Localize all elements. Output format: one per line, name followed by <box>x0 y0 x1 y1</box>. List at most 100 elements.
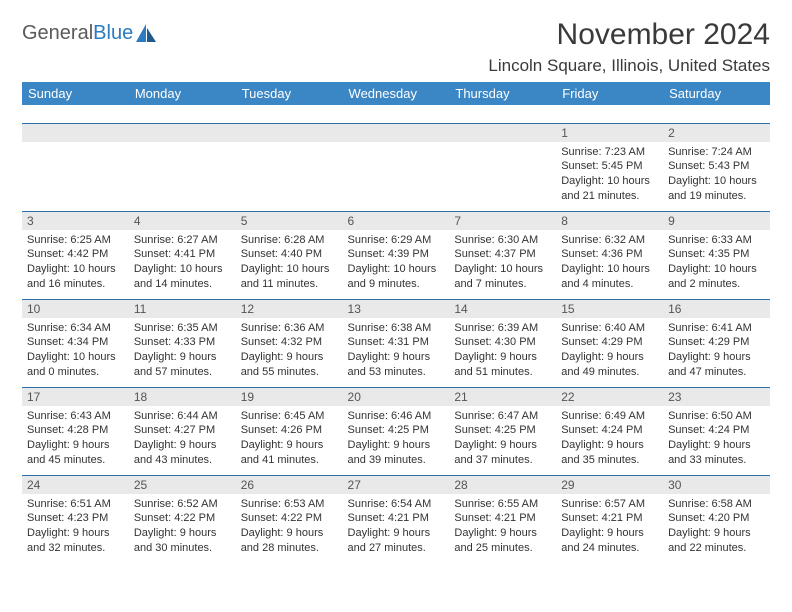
calendar-day-cell: 10Sunrise: 6:34 AMSunset: 4:34 PMDayligh… <box>22 299 129 387</box>
day-number: 24 <box>22 476 129 494</box>
day-number: 30 <box>663 476 770 494</box>
sunrise-text: Sunrise: 6:47 AM <box>454 409 551 424</box>
daylight-text: Daylight: 10 hours and 9 minutes. <box>348 262 445 292</box>
day-text: Sunrise: 6:32 AMSunset: 4:36 PMDaylight:… <box>556 230 663 296</box>
calendar-day-cell: 15Sunrise: 6:40 AMSunset: 4:29 PMDayligh… <box>556 299 663 387</box>
day-number-empty <box>449 124 556 142</box>
day-number: 10 <box>22 300 129 318</box>
day-text: Sunrise: 6:41 AMSunset: 4:29 PMDaylight:… <box>663 318 770 384</box>
calendar-day-cell: 6Sunrise: 6:29 AMSunset: 4:39 PMDaylight… <box>343 211 450 299</box>
day-text: Sunrise: 7:23 AMSunset: 5:45 PMDaylight:… <box>556 142 663 208</box>
day-text: Sunrise: 6:55 AMSunset: 4:21 PMDaylight:… <box>449 494 556 560</box>
day-number: 20 <box>343 388 450 406</box>
daylight-text: Daylight: 9 hours and 37 minutes. <box>454 438 551 468</box>
sunrise-text: Sunrise: 6:27 AM <box>134 233 231 248</box>
day-number-empty <box>236 124 343 142</box>
daylight-text: Daylight: 9 hours and 24 minutes. <box>561 526 658 556</box>
day-text: Sunrise: 6:47 AMSunset: 4:25 PMDaylight:… <box>449 406 556 472</box>
sunrise-text: Sunrise: 6:32 AM <box>561 233 658 248</box>
logo-text-1: General <box>22 22 93 45</box>
day-number: 15 <box>556 300 663 318</box>
sunrise-text: Sunrise: 7:23 AM <box>561 145 658 160</box>
sunset-text: Sunset: 4:26 PM <box>241 423 338 438</box>
day-text: Sunrise: 6:45 AMSunset: 4:26 PMDaylight:… <box>236 406 343 472</box>
daylight-text: Daylight: 9 hours and 57 minutes. <box>134 350 231 380</box>
daylight-text: Daylight: 10 hours and 7 minutes. <box>454 262 551 292</box>
daylight-text: Daylight: 9 hours and 39 minutes. <box>348 438 445 468</box>
calendar-day-cell: 3Sunrise: 6:25 AMSunset: 4:42 PMDaylight… <box>22 211 129 299</box>
daylight-text: Daylight: 9 hours and 53 minutes. <box>348 350 445 380</box>
logo-sail-icon <box>136 24 158 44</box>
daylight-text: Daylight: 9 hours and 49 minutes. <box>561 350 658 380</box>
sunrise-text: Sunrise: 6:25 AM <box>27 233 124 248</box>
sunset-text: Sunset: 4:36 PM <box>561 247 658 262</box>
day-number: 28 <box>449 476 556 494</box>
daylight-text: Daylight: 9 hours and 30 minutes. <box>134 526 231 556</box>
weekday-head: Friday <box>556 82 663 105</box>
sunset-text: Sunset: 4:28 PM <box>27 423 124 438</box>
sunset-text: Sunset: 4:39 PM <box>348 247 445 262</box>
sunset-text: Sunset: 4:21 PM <box>348 511 445 526</box>
sunrise-text: Sunrise: 6:35 AM <box>134 321 231 336</box>
calendar-day-cell: 21Sunrise: 6:47 AMSunset: 4:25 PMDayligh… <box>449 387 556 475</box>
daylight-text: Daylight: 9 hours and 55 minutes. <box>241 350 338 380</box>
daylight-text: Daylight: 10 hours and 2 minutes. <box>668 262 765 292</box>
sunrise-text: Sunrise: 6:58 AM <box>668 497 765 512</box>
day-text: Sunrise: 6:33 AMSunset: 4:35 PMDaylight:… <box>663 230 770 296</box>
calendar-day-cell <box>343 123 450 211</box>
day-text: Sunrise: 6:57 AMSunset: 4:21 PMDaylight:… <box>556 494 663 560</box>
logo-text-2: Blue <box>93 22 133 45</box>
day-text: Sunrise: 6:46 AMSunset: 4:25 PMDaylight:… <box>343 406 450 472</box>
day-number: 26 <box>236 476 343 494</box>
daylight-text: Daylight: 9 hours and 32 minutes. <box>27 526 124 556</box>
day-number-empty <box>22 124 129 142</box>
weekday-head: Sunday <box>22 82 129 105</box>
sunrise-text: Sunrise: 6:51 AM <box>27 497 124 512</box>
sunrise-text: Sunrise: 6:55 AM <box>454 497 551 512</box>
day-text: Sunrise: 6:27 AMSunset: 4:41 PMDaylight:… <box>129 230 236 296</box>
day-number: 7 <box>449 212 556 230</box>
sunrise-text: Sunrise: 6:50 AM <box>668 409 765 424</box>
day-number: 25 <box>129 476 236 494</box>
calendar-day-cell: 17Sunrise: 6:43 AMSunset: 4:28 PMDayligh… <box>22 387 129 475</box>
sunset-text: Sunset: 4:31 PM <box>348 335 445 350</box>
day-number: 9 <box>663 212 770 230</box>
sunrise-text: Sunrise: 6:41 AM <box>668 321 765 336</box>
calendar-day-cell: 8Sunrise: 6:32 AMSunset: 4:36 PMDaylight… <box>556 211 663 299</box>
day-number: 23 <box>663 388 770 406</box>
day-number: 2 <box>663 124 770 142</box>
sunset-text: Sunset: 4:42 PM <box>27 247 124 262</box>
calendar-day-cell: 25Sunrise: 6:52 AMSunset: 4:22 PMDayligh… <box>129 475 236 563</box>
calendar-day-cell: 20Sunrise: 6:46 AMSunset: 4:25 PMDayligh… <box>343 387 450 475</box>
sunrise-text: Sunrise: 6:39 AM <box>454 321 551 336</box>
weekday-head: Wednesday <box>343 82 450 105</box>
sunset-text: Sunset: 4:21 PM <box>454 511 551 526</box>
day-text: Sunrise: 6:53 AMSunset: 4:22 PMDaylight:… <box>236 494 343 560</box>
sunset-text: Sunset: 4:32 PM <box>241 335 338 350</box>
day-number: 3 <box>22 212 129 230</box>
daylight-text: Daylight: 9 hours and 25 minutes. <box>454 526 551 556</box>
header: GeneralBlue November 2024 Lincoln Square… <box>22 18 770 76</box>
daylight-text: Daylight: 9 hours and 41 minutes. <box>241 438 338 468</box>
sunrise-text: Sunrise: 6:36 AM <box>241 321 338 336</box>
weekday-head: Monday <box>129 82 236 105</box>
sunset-text: Sunset: 4:41 PM <box>134 247 231 262</box>
sunset-text: Sunset: 4:25 PM <box>348 423 445 438</box>
weekday-head: Saturday <box>663 82 770 105</box>
day-text: Sunrise: 6:40 AMSunset: 4:29 PMDaylight:… <box>556 318 663 384</box>
sunset-text: Sunset: 4:34 PM <box>27 335 124 350</box>
day-number: 5 <box>236 212 343 230</box>
daylight-text: Daylight: 10 hours and 11 minutes. <box>241 262 338 292</box>
sunrise-text: Sunrise: 6:54 AM <box>348 497 445 512</box>
day-number: 13 <box>343 300 450 318</box>
calendar-day-cell: 11Sunrise: 6:35 AMSunset: 4:33 PMDayligh… <box>129 299 236 387</box>
daylight-text: Daylight: 9 hours and 28 minutes. <box>241 526 338 556</box>
sunset-text: Sunset: 4:37 PM <box>454 247 551 262</box>
calendar-day-cell: 9Sunrise: 6:33 AMSunset: 4:35 PMDaylight… <box>663 211 770 299</box>
sunset-text: Sunset: 4:29 PM <box>668 335 765 350</box>
title-location: Lincoln Square, Illinois, United States <box>488 56 770 76</box>
daylight-text: Daylight: 9 hours and 47 minutes. <box>668 350 765 380</box>
sunrise-text: Sunrise: 6:28 AM <box>241 233 338 248</box>
day-text: Sunrise: 6:49 AMSunset: 4:24 PMDaylight:… <box>556 406 663 472</box>
calendar-day-cell: 12Sunrise: 6:36 AMSunset: 4:32 PMDayligh… <box>236 299 343 387</box>
